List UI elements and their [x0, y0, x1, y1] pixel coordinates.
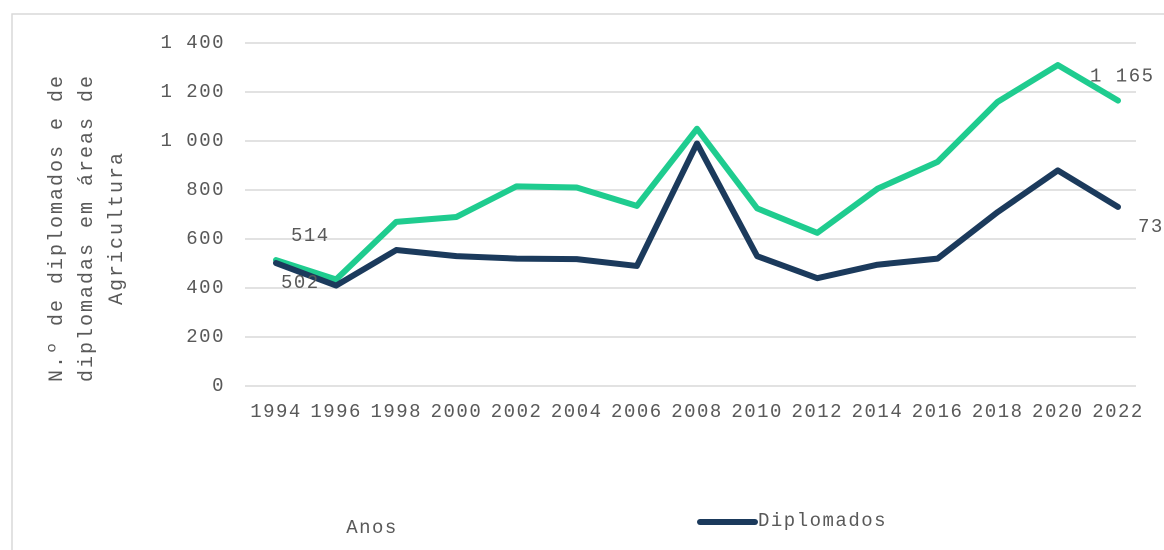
data-label: 1 165 — [1090, 66, 1155, 88]
y-tick-label: 1 200 — [160, 81, 225, 103]
series-line — [273, 140, 1121, 289]
y-tick-label: 600 — [186, 228, 225, 250]
x-axis-title: Anos — [346, 517, 398, 539]
y-tick-label: 400 — [186, 277, 225, 299]
data-label: 514 — [291, 225, 330, 247]
x-tick-label: 2010 — [731, 401, 783, 423]
data-label: 731 — [1138, 216, 1164, 238]
x-tick-label: 2006 — [611, 401, 663, 423]
y-tick-label: 1 000 — [160, 130, 225, 152]
x-tick-label: 2022 — [1092, 401, 1144, 423]
x-tick-label: 2014 — [852, 401, 904, 423]
x-tick-label: 1996 — [310, 401, 362, 423]
series-line — [273, 62, 1121, 283]
x-tick-label: 2016 — [912, 401, 964, 423]
y-axis-title: N.º de diplomados e de diplomadas em áre… — [46, 73, 129, 383]
legend-label: Diplomados — [758, 510, 887, 532]
x-tick-label: 2020 — [1032, 401, 1084, 423]
x-tick-label: 2002 — [491, 401, 543, 423]
x-tick-label: 2000 — [431, 401, 483, 423]
x-tick-label: 1998 — [370, 401, 422, 423]
data-label: 502 — [281, 272, 320, 294]
y-tick-label: 0 — [212, 375, 225, 397]
x-tick-label: 1994 — [250, 401, 302, 423]
x-tick-label: 2012 — [791, 401, 843, 423]
y-tick-label: 800 — [186, 179, 225, 201]
y-tick-label: 1 400 — [160, 32, 225, 54]
y-tick-label: 200 — [186, 326, 225, 348]
x-tick-label: 2008 — [671, 401, 723, 423]
chart-border — [11, 13, 1164, 550]
x-tick-label: 2004 — [551, 401, 603, 423]
x-tick-label: 2018 — [972, 401, 1024, 423]
